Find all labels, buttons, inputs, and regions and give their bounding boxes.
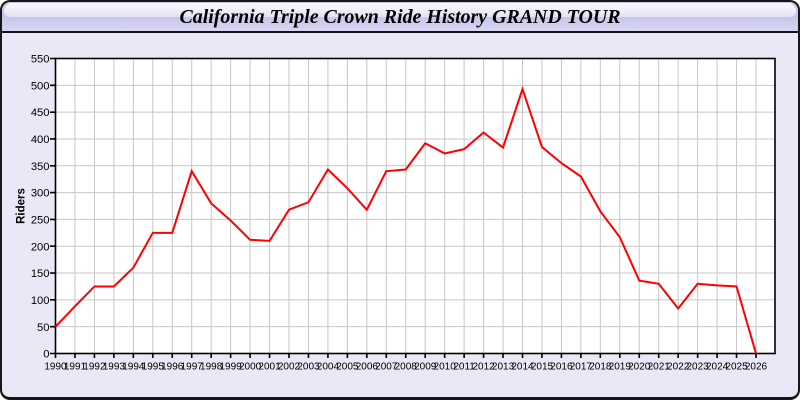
svg-text:1998: 1998 [200, 362, 223, 373]
svg-text:2023: 2023 [686, 362, 709, 373]
svg-text:1996: 1996 [161, 362, 184, 373]
svg-text:2017: 2017 [570, 362, 593, 373]
svg-text:2014: 2014 [511, 362, 534, 373]
svg-text:2002: 2002 [278, 362, 301, 373]
svg-text:2007: 2007 [375, 362, 398, 373]
svg-text:2015: 2015 [531, 362, 554, 373]
svg-text:2016: 2016 [550, 362, 573, 373]
svg-text:300: 300 [31, 188, 50, 200]
svg-text:2024: 2024 [706, 362, 729, 373]
svg-text:250: 250 [31, 215, 50, 227]
svg-text:2026: 2026 [745, 362, 768, 373]
svg-text:50: 50 [37, 322, 49, 334]
svg-text:2011: 2011 [453, 362, 475, 373]
svg-text:1992: 1992 [83, 362, 106, 373]
svg-text:450: 450 [31, 107, 50, 119]
svg-text:2025: 2025 [725, 362, 748, 373]
svg-text:400: 400 [31, 134, 50, 146]
svg-text:2005: 2005 [336, 362, 359, 373]
svg-text:2000: 2000 [239, 362, 262, 373]
svg-text:1995: 1995 [142, 362, 165, 373]
svg-text:1990: 1990 [44, 362, 67, 373]
svg-text:2018: 2018 [589, 362, 612, 373]
svg-text:150: 150 [31, 268, 50, 280]
svg-text:2020: 2020 [628, 362, 651, 373]
svg-text:1997: 1997 [181, 362, 204, 373]
svg-text:2004: 2004 [317, 362, 340, 373]
svg-text:1993: 1993 [103, 362, 126, 373]
svg-text:200: 200 [31, 241, 50, 253]
svg-text:1991: 1991 [64, 362, 87, 373]
svg-text:350: 350 [31, 161, 50, 173]
svg-text:550: 550 [31, 54, 50, 66]
svg-text:2021: 2021 [648, 362, 671, 373]
svg-text:100: 100 [31, 295, 50, 307]
svg-text:2003: 2003 [297, 362, 320, 373]
svg-text:2009: 2009 [414, 362, 437, 373]
svg-text:2012: 2012 [472, 362, 495, 373]
svg-text:2008: 2008 [395, 362, 418, 373]
svg-text:2013: 2013 [492, 362, 515, 373]
svg-text:2010: 2010 [434, 362, 457, 373]
svg-text:2001: 2001 [258, 362, 281, 373]
svg-text:2019: 2019 [609, 362, 632, 373]
svg-text:1999: 1999 [219, 362, 242, 373]
svg-text:2006: 2006 [356, 362, 379, 373]
svg-text:0: 0 [43, 349, 49, 361]
svg-text:500: 500 [31, 80, 50, 92]
svg-text:1994: 1994 [122, 362, 145, 373]
svg-text:Riders: Riders [16, 188, 28, 224]
svg-text:2022: 2022 [667, 362, 690, 373]
